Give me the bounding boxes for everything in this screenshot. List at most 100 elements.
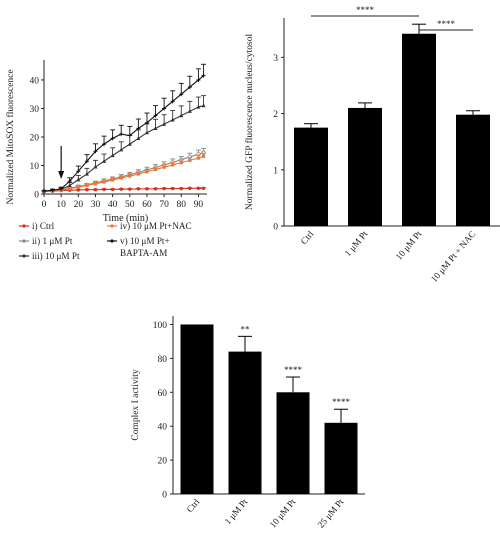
bar bbox=[180, 324, 214, 494]
chart-complex-i-activity: 0 20 40 60 80 100 Ctrl 1 μM Pt ** 10 μM Pt **** 25 … bbox=[131, 316, 365, 530]
x-tick-label: 60 bbox=[142, 200, 152, 210]
data-point bbox=[136, 187, 141, 191]
x-tick-label: 0 bbox=[42, 200, 47, 210]
y-tick-label: 10 bbox=[30, 162, 40, 172]
y-tick-label: 40 bbox=[158, 423, 168, 433]
y-axis-label: Normalized GFP fluorescence nucleus/cyto… bbox=[244, 34, 255, 211]
data-point bbox=[93, 188, 98, 192]
data-point bbox=[179, 186, 183, 191]
data-point bbox=[153, 126, 158, 131]
x-tick-label: 70 bbox=[159, 200, 169, 210]
data-point bbox=[85, 183, 89, 188]
y-tick-label: 60 bbox=[158, 389, 168, 399]
data-point bbox=[84, 159, 89, 164]
x-tick-label: Ctrl bbox=[299, 229, 316, 247]
data-point bbox=[179, 113, 184, 118]
legend-swatch-marker bbox=[110, 224, 114, 228]
x-tick-label: 25 μM Pt bbox=[316, 497, 346, 530]
data-point bbox=[144, 120, 149, 125]
x-tick-label: Ctrl bbox=[185, 497, 202, 515]
data-point bbox=[76, 169, 81, 174]
x-tick-label: 80 bbox=[177, 200, 187, 210]
data-point bbox=[50, 188, 55, 193]
series-line bbox=[43, 152, 204, 192]
data-point bbox=[201, 186, 206, 190]
x-tick-label: 40 bbox=[108, 200, 118, 210]
data-point bbox=[76, 185, 80, 189]
significance-label: **** bbox=[356, 5, 375, 15]
y-tick-label: 30 bbox=[30, 105, 40, 115]
data-point bbox=[110, 187, 115, 192]
data-point bbox=[187, 109, 192, 113]
y-tick-label: 40 bbox=[30, 76, 40, 86]
y-tick-label: 0 bbox=[162, 491, 167, 501]
chart-mitosox-timecourse: 0 10 20 30 40 0 10 20 30 40 50 60 70 80 90 Time (min) No… bbox=[5, 60, 207, 224]
data-point bbox=[93, 182, 98, 186]
y-tick-label: 20 bbox=[30, 133, 40, 143]
x-tick-label: 90 bbox=[194, 200, 204, 210]
data-point bbox=[119, 132, 124, 137]
data-point bbox=[127, 141, 132, 146]
data-point bbox=[111, 178, 115, 182]
y-tick-label: 0 bbox=[34, 191, 39, 201]
y-axis-label: Complex I activity bbox=[131, 369, 141, 440]
x-tick-label: 50 bbox=[125, 200, 135, 210]
y-tick-label: 100 bbox=[153, 321, 168, 331]
data-point bbox=[196, 104, 201, 109]
series-line bbox=[43, 105, 204, 192]
data-point bbox=[179, 161, 183, 165]
data-point bbox=[162, 121, 167, 126]
data-point bbox=[102, 142, 107, 147]
data-point bbox=[153, 167, 158, 172]
data-point bbox=[42, 189, 46, 194]
series-line bbox=[43, 75, 204, 192]
significance-label: **** bbox=[332, 397, 351, 407]
y-tick-label: 2 bbox=[273, 110, 278, 120]
data-point bbox=[84, 171, 89, 176]
data-point bbox=[128, 174, 132, 178]
arrow-annotation-head bbox=[58, 171, 65, 179]
x-tick-label: 30 bbox=[91, 200, 101, 210]
data-point bbox=[188, 158, 192, 162]
data-point bbox=[196, 156, 201, 160]
legend-label: i) Ctrl bbox=[32, 221, 55, 231]
bar bbox=[402, 33, 436, 226]
legend-label: iv) 10 μM Pt+NAC bbox=[120, 221, 192, 231]
data-point bbox=[201, 73, 206, 78]
data-point bbox=[179, 92, 184, 97]
data-point bbox=[67, 183, 72, 188]
x-tick-label: 10 μM Pt bbox=[394, 229, 424, 262]
data-point bbox=[119, 176, 123, 180]
legend-label: iii) 10 μM Pt bbox=[32, 251, 80, 261]
bar bbox=[324, 422, 358, 494]
data-point bbox=[170, 99, 175, 104]
significance-label: ** bbox=[241, 324, 251, 334]
legend-swatch-marker bbox=[22, 254, 26, 258]
y-tick-label: 80 bbox=[158, 355, 168, 365]
y-axis-label: Normalized MitoSOX fluorescence bbox=[5, 69, 16, 204]
bar bbox=[276, 392, 310, 494]
data-point bbox=[127, 133, 132, 138]
data-point bbox=[93, 149, 98, 154]
data-point bbox=[102, 187, 106, 192]
data-point bbox=[171, 163, 175, 167]
data-point bbox=[153, 187, 158, 191]
data-point bbox=[119, 147, 124, 152]
chart-mitosox-legend: i) Ctrl ii) 1 μM Pt iii) 10 μM Pt iv) 10 μM… bbox=[19, 221, 192, 261]
legend-label: v) 10 μM Pt+ bbox=[120, 236, 170, 246]
x-axis-label: Time (min) bbox=[103, 213, 148, 224]
y-tick-label: 0 bbox=[273, 223, 278, 233]
data-point bbox=[67, 179, 72, 184]
data-point bbox=[93, 164, 98, 169]
y-tick-label: 1 bbox=[273, 166, 278, 176]
data-point bbox=[170, 117, 175, 122]
data-point bbox=[145, 170, 149, 174]
significance-label: **** bbox=[437, 19, 456, 29]
data-point bbox=[162, 106, 167, 111]
data-point bbox=[119, 187, 123, 191]
data-point bbox=[188, 186, 192, 190]
data-point bbox=[102, 159, 107, 163]
bar bbox=[294, 127, 328, 226]
data-point bbox=[76, 188, 81, 192]
